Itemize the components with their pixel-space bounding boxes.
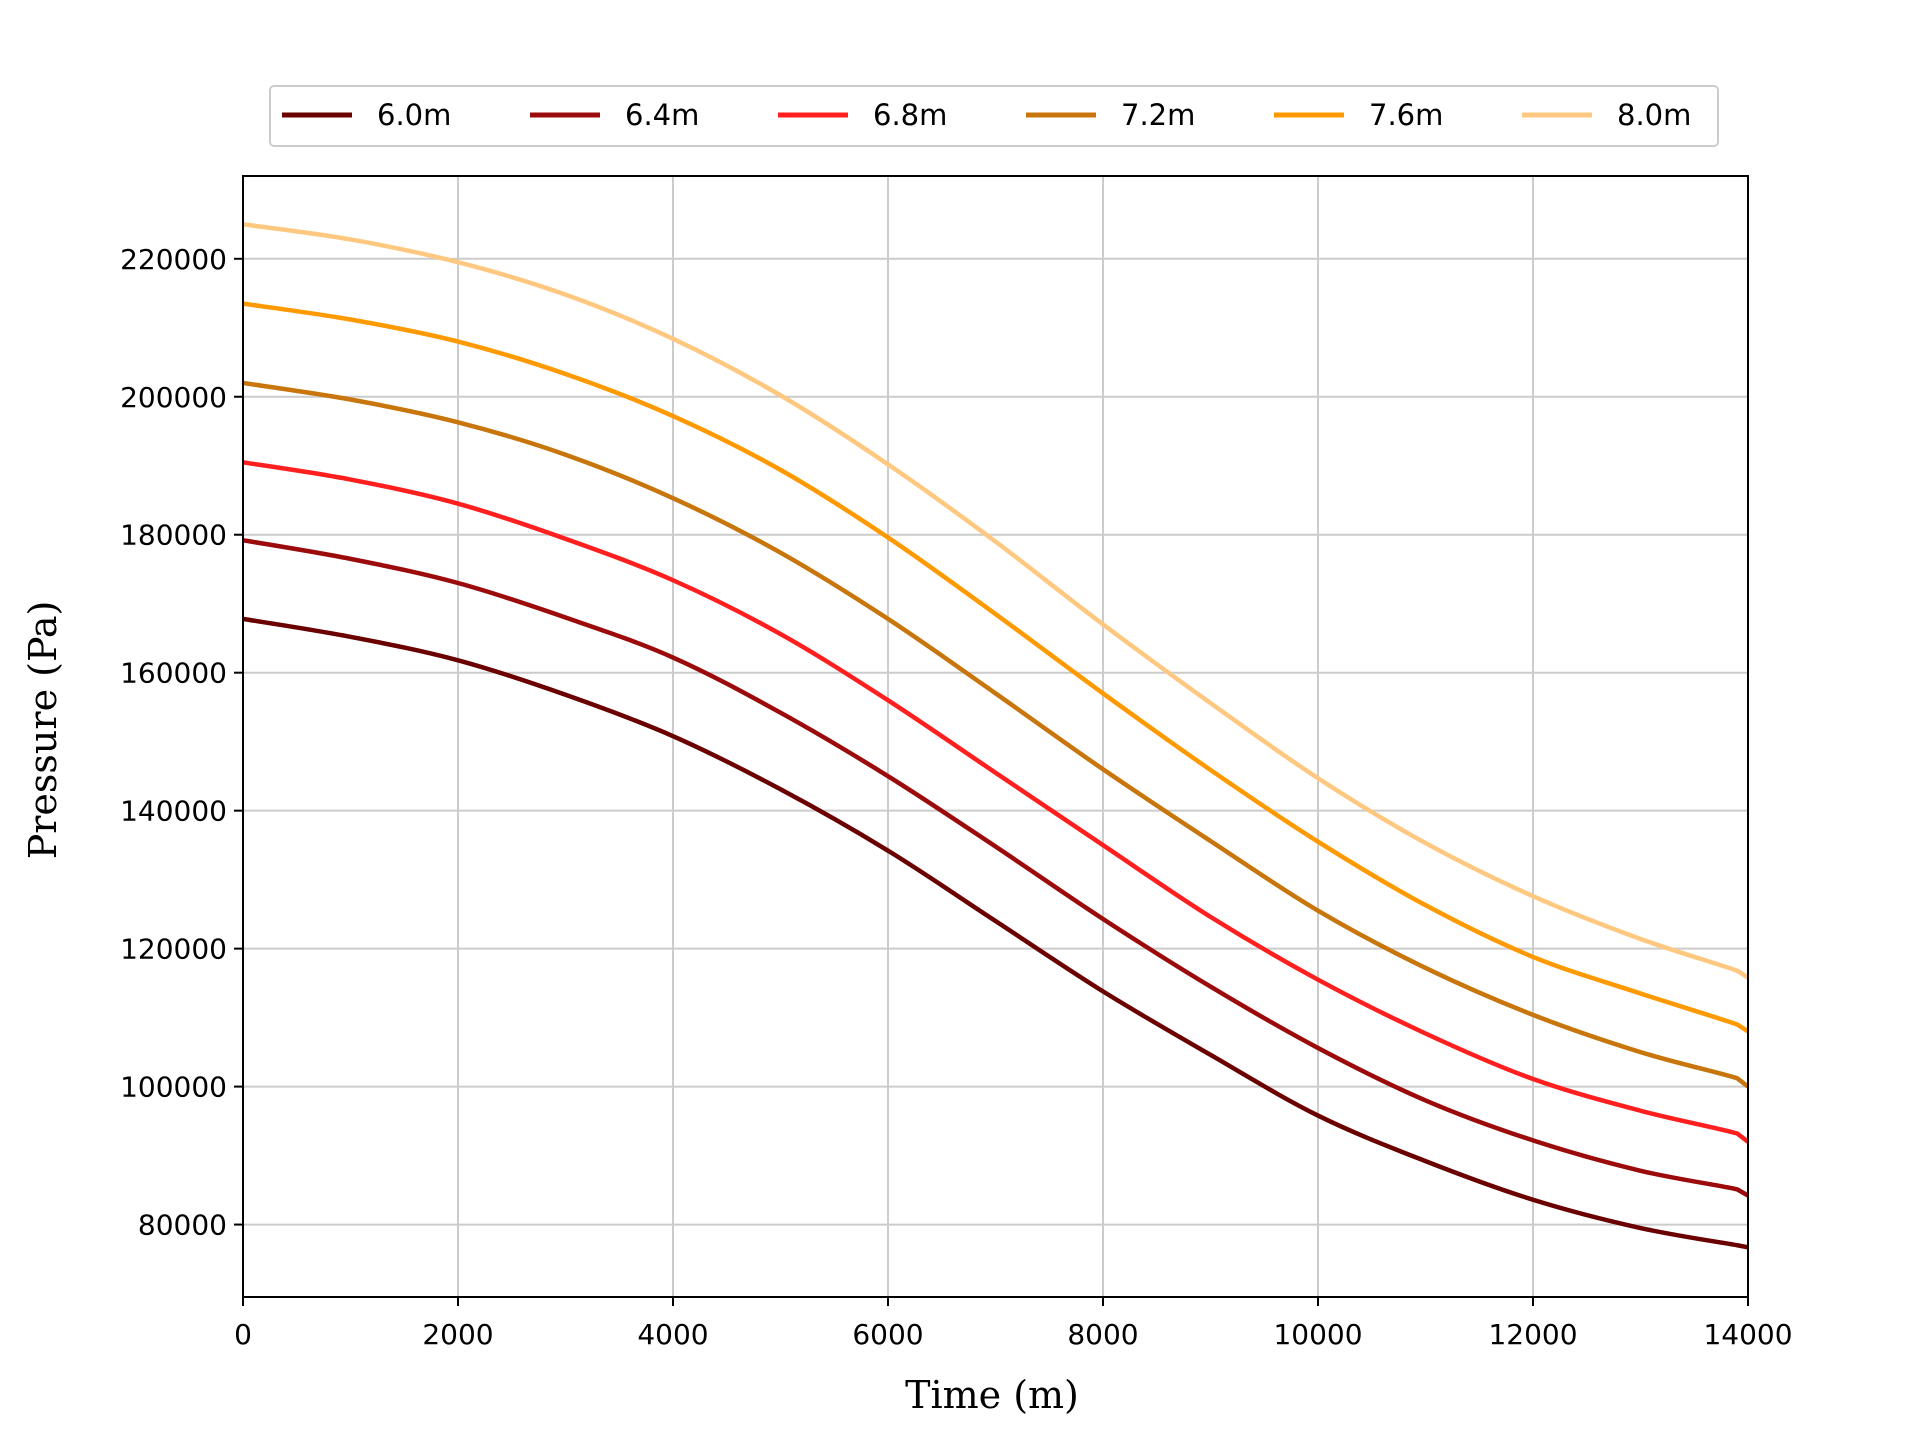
grid	[242, 176, 1749, 1297]
plot-frame	[242, 175, 1749, 1298]
x-tick-label: 0	[234, 1318, 252, 1351]
y-tick-label: 100000	[120, 1071, 227, 1104]
x-tick-label: 14000	[1703, 1318, 1792, 1351]
series-line-7.6m	[242, 301, 1750, 1034]
legend-box	[269, 85, 1719, 147]
x-axis-title: Time (m)	[905, 1373, 1079, 1417]
legend-label: 7.2m	[1121, 98, 1195, 132]
y-tick-label: 220000	[120, 243, 227, 276]
legend-label: 8.0m	[1617, 98, 1691, 132]
legend-label: 6.4m	[625, 98, 699, 132]
x-axis-ticks: 0 2000 4000 6000 8000 10000 12000 14000	[234, 1297, 1793, 1351]
y-tick-label: 200000	[120, 381, 227, 414]
y-tick-label: 140000	[120, 795, 227, 828]
series-line-6.4m	[242, 538, 1750, 1198]
x-tick-label: 4000	[637, 1318, 708, 1351]
y-axis-title: Pressure (Pa)	[21, 601, 65, 860]
x-tick-label: 10000	[1273, 1318, 1362, 1351]
x-tick-label: 12000	[1488, 1318, 1577, 1351]
legend-label: 6.8m	[873, 98, 947, 132]
series-line-6.8m	[242, 460, 1750, 1144]
x-tick-label: 2000	[422, 1318, 493, 1351]
y-tick-label: 120000	[120, 933, 227, 966]
y-tick-label: 180000	[120, 519, 227, 552]
legend-label: 7.6m	[1369, 98, 1443, 132]
x-tick-label: 8000	[1067, 1318, 1138, 1351]
series-lines	[242, 222, 1750, 1250]
legend: 6.0m 6.4m 6.8m 7.2m 7.6m 8.0m	[269, 85, 1719, 147]
y-tick-label: 80000	[138, 1209, 227, 1242]
series-line-6.0m	[242, 616, 1749, 1250]
x-tick-label: 6000	[852, 1318, 923, 1351]
series-line-8.0m	[242, 222, 1750, 980]
series-line-7.2m	[242, 380, 1750, 1089]
y-axis-ticks: 80000 100000 120000 140000 160000 180000 20000…	[120, 243, 243, 1242]
y-tick-label: 160000	[120, 657, 227, 690]
legend-label: 6.0m	[377, 98, 451, 132]
